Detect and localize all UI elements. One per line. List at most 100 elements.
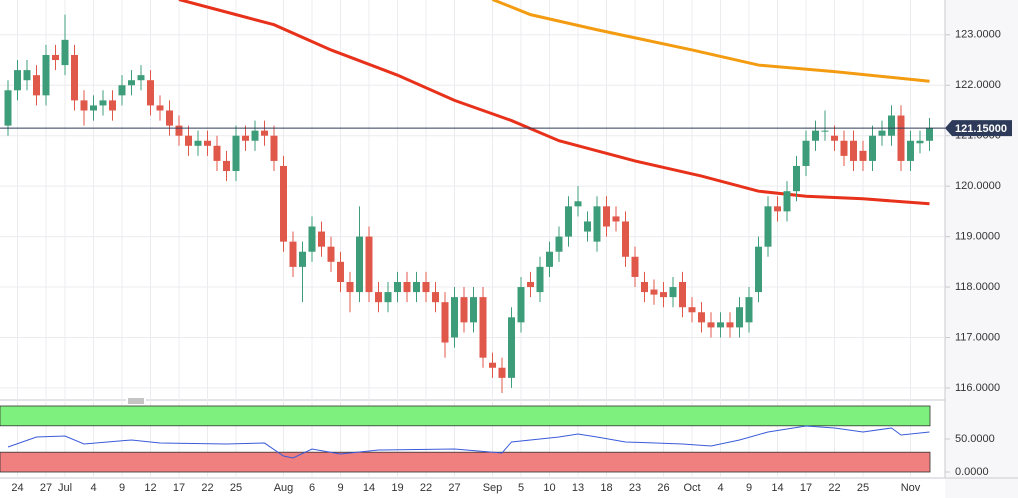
candle-body (774, 206, 781, 212)
pane-handle[interactable] (126, 397, 146, 404)
candle-body (698, 312, 705, 323)
candle-body (194, 140, 202, 146)
candle-body (242, 135, 249, 141)
x-tick-label: 22 (828, 482, 840, 494)
candle-body (109, 100, 116, 111)
x-tick-label: 14 (363, 482, 375, 494)
candle-body (356, 236, 363, 293)
candle-body (308, 226, 316, 252)
x-tick-label: 22 (201, 482, 213, 494)
candle-body (498, 367, 506, 378)
candle-body (736, 307, 743, 328)
candle-body (251, 130, 259, 141)
candle-body (717, 322, 724, 328)
candle-body (375, 292, 382, 303)
candle-body (926, 128, 933, 141)
candle-body (574, 201, 582, 207)
candle-body (14, 70, 21, 91)
y-tick-label: 123.0000 (955, 29, 1001, 41)
candle-body (821, 130, 829, 132)
x-tick-label: 17 (173, 482, 185, 494)
x-tick-label: Sep (483, 482, 503, 494)
candle-body (280, 165, 287, 242)
candle-body (441, 302, 449, 343)
x-tick-label: 6 (309, 482, 315, 494)
y-tick-label: 50.0000 (955, 433, 995, 445)
candle-body (869, 135, 876, 161)
candle-body (318, 231, 325, 247)
candle-body (52, 54, 59, 61)
candle-body (232, 135, 240, 172)
candle-body (99, 100, 107, 106)
candle-body (603, 206, 610, 227)
candle-body (451, 297, 458, 338)
candle-body (565, 206, 572, 237)
candle-body (270, 135, 278, 161)
candle-body (23, 70, 31, 81)
candle-body (346, 281, 354, 293)
rsi-zone (0, 451, 931, 473)
candle-body (764, 206, 772, 247)
axes: 116.0000117.0000118.0000119.0000120.0000… (0, 29, 1012, 494)
x-tick-label: 19 (391, 482, 403, 494)
candle-body (204, 140, 211, 146)
candle-body (546, 251, 553, 267)
x-tick-label: Aug (274, 482, 294, 494)
candle-body (755, 246, 762, 293)
x-tick-label: 22 (420, 482, 432, 494)
candle-body (802, 140, 810, 166)
candle-body (403, 281, 411, 293)
x-tick-label: Oct (683, 482, 700, 494)
candle-body (479, 297, 487, 358)
candle-body (147, 80, 154, 106)
candle-body (688, 307, 696, 313)
x-tick-label: 23 (629, 482, 641, 494)
candle-body (337, 261, 344, 282)
y-tick-label: 120.0000 (955, 180, 1001, 192)
x-tick-label: 25 (857, 482, 869, 494)
candle-body (137, 75, 145, 81)
x-tick-label: 9 (119, 482, 125, 494)
x-tick-label: 26 (657, 482, 669, 494)
candle-body (907, 140, 914, 161)
candle-body (831, 135, 838, 141)
x-tick-label: 13 (572, 482, 584, 494)
candle-body (71, 54, 78, 101)
candle-body (33, 75, 40, 96)
x-tick-label: 24 (11, 482, 23, 494)
candle-body (555, 236, 563, 252)
candle-body (413, 281, 420, 293)
candle-body (289, 241, 297, 267)
candle-body (470, 297, 477, 323)
x-tick-label: 27 (40, 482, 52, 494)
candle-body (527, 281, 534, 288)
candle-body (128, 80, 135, 86)
candle-body (707, 322, 715, 328)
candle-body (631, 256, 639, 277)
x-tick-label: 4 (717, 482, 723, 494)
candle-body (299, 251, 306, 267)
x-tick-label: Nov (901, 482, 921, 494)
candle-body (489, 362, 496, 368)
candle-body (384, 292, 392, 303)
candle-body (916, 140, 924, 144)
x-tick-label: 18 (600, 482, 612, 494)
candle-body (213, 145, 221, 161)
candle-body (394, 281, 401, 293)
candle-body (650, 289, 658, 295)
x-tick-label: 25 (230, 482, 242, 494)
last-price-box (945, 120, 1012, 137)
x-tick-label: 10 (543, 482, 555, 494)
x-tick-label: 14 (771, 482, 783, 494)
candle-body (897, 115, 905, 161)
x-tick-label: 12 (144, 482, 156, 494)
candle-body (223, 160, 230, 172)
x-tick-label: 4 (90, 482, 96, 494)
x-tick-label: 5 (518, 482, 524, 494)
candle-body (745, 297, 753, 323)
candle-body (42, 54, 50, 96)
candle-body (61, 39, 69, 66)
y-tick-label: 0.0000 (955, 466, 989, 478)
y-tick-label: 118.0000 (955, 281, 1000, 293)
candle-body (460, 297, 468, 323)
